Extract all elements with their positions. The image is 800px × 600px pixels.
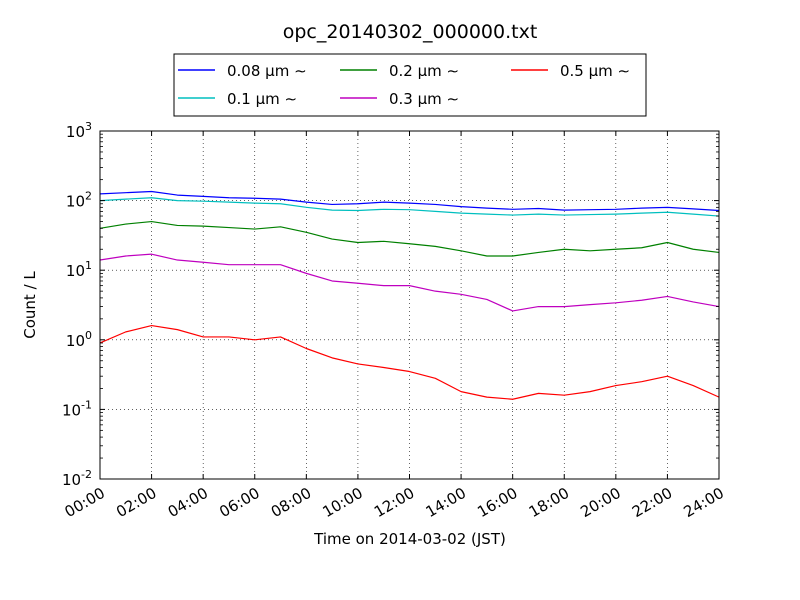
x-tick-label: 18:00 <box>526 484 572 521</box>
legend-label: 0.5 μm ∼ <box>560 62 630 80</box>
y-tick-base: 10 <box>62 401 81 419</box>
legend-label: 0.1 μm ∼ <box>227 90 297 108</box>
grid-lines <box>100 131 719 479</box>
series-line-2 <box>99 220 720 257</box>
x-tick-label: 08:00 <box>268 484 314 521</box>
x-tick-label: 10:00 <box>319 484 365 521</box>
y-tick-base: 10 <box>66 193 85 211</box>
series-line-3 <box>99 253 720 312</box>
x-tick-label: 24:00 <box>681 484 727 521</box>
chart-title: opc_20140302_000000.txt <box>283 21 538 43</box>
legend-label: 0.3 μm ∼ <box>389 90 459 108</box>
series-line-0 <box>99 190 720 212</box>
y-tick-exponent: -2 <box>81 468 92 481</box>
series-line-4 <box>99 324 720 400</box>
y-tick-exponent: -1 <box>81 398 92 411</box>
legend-box <box>173 53 647 117</box>
y-axis-label: Count / L <box>21 271 39 339</box>
y-tick-base: 10 <box>66 332 85 350</box>
x-axis-label: Time on 2014-03-02 (JST) <box>313 530 506 548</box>
x-tick-label: 04:00 <box>165 484 211 521</box>
axis-ticks <box>99 130 720 480</box>
y-tick-label: 103 <box>66 120 92 141</box>
legend-label: 0.08 μm ∼ <box>227 62 307 80</box>
legend-label: 0.2 μm ∼ <box>389 62 459 80</box>
series-lines <box>99 190 720 400</box>
y-tick-label: 102 <box>66 190 92 211</box>
x-tick-label: 02:00 <box>113 484 159 521</box>
y-tick-exponent: 1 <box>85 259 92 272</box>
x-tick-label: 22:00 <box>629 484 675 521</box>
x-tick-labels: 00:00 02:00 04:00 06:00 08:00 10:00 12:00 14:00… <box>62 484 727 521</box>
y-tick-exponent: 2 <box>85 190 92 203</box>
x-tick-label: 12:00 <box>371 484 417 521</box>
y-tick-base: 10 <box>66 123 85 141</box>
series-line-1 <box>99 197 720 217</box>
x-tick-label: 00:00 <box>62 484 108 521</box>
y-tick-exponent: 0 <box>85 329 92 342</box>
y-tick-base: 10 <box>66 262 85 280</box>
y-tick-label: 100 <box>66 329 92 350</box>
x-tick-label: 16:00 <box>474 484 520 521</box>
x-tick-label: 06:00 <box>216 484 262 521</box>
x-tick-label: 14:00 <box>423 484 469 521</box>
y-tick-base: 10 <box>62 471 81 489</box>
legend: 0.08 μm ∼ 0.1 μm ∼ 0.2 μm ∼ 0.3 μm ∼ 0.5 μm … <box>173 53 647 117</box>
x-tick-label: 20:00 <box>577 484 623 521</box>
y-tick-label: 10-1 <box>62 398 92 419</box>
y-tick-exponent: 3 <box>85 120 92 133</box>
y-tick-label: 10-2 <box>62 468 92 489</box>
y-tick-label: 101 <box>66 259 92 280</box>
